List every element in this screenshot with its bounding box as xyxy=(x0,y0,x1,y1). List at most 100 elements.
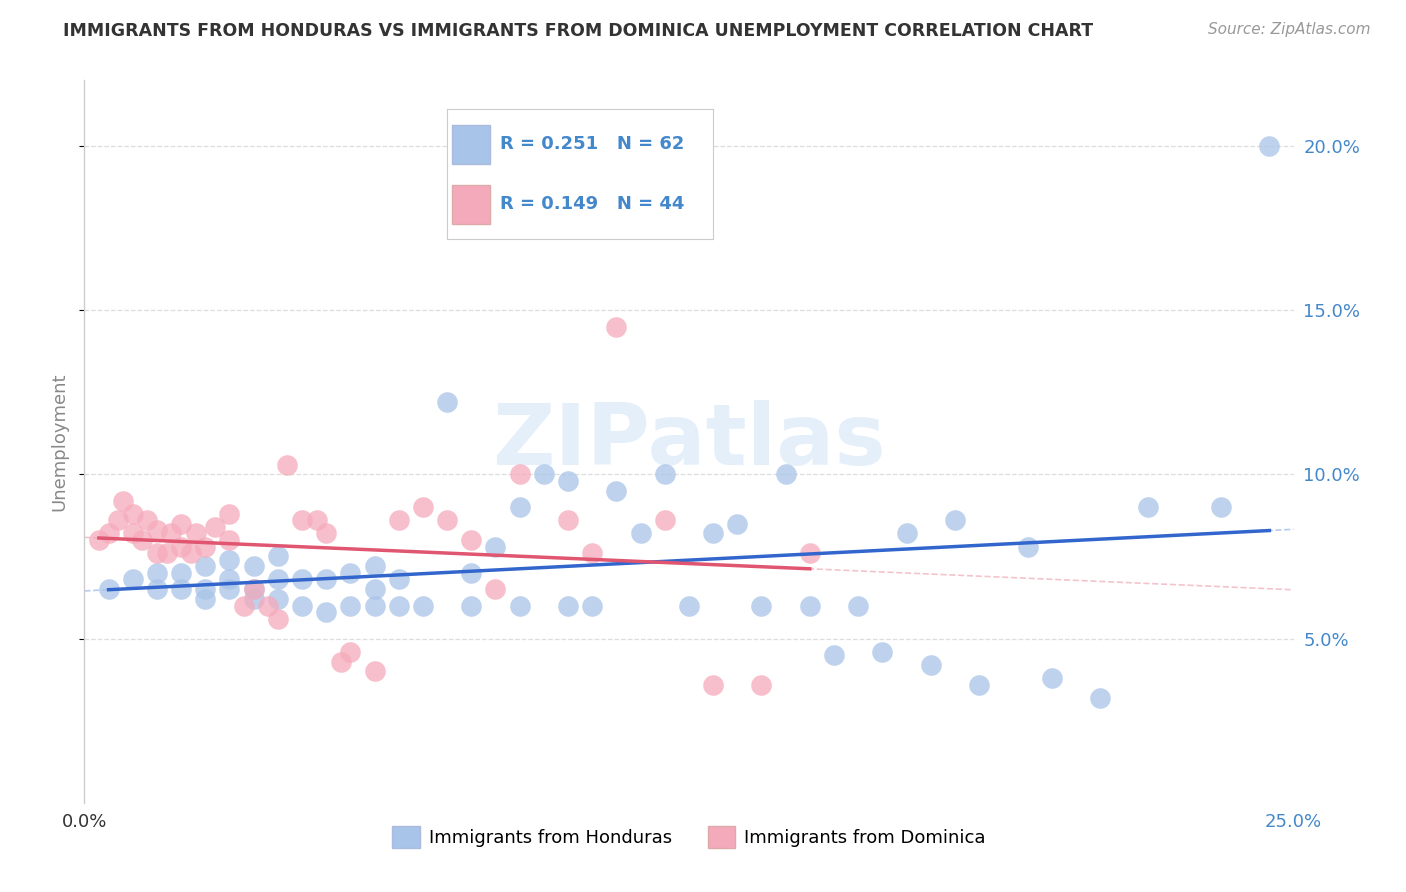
Point xyxy=(121,573,143,587)
Point xyxy=(823,648,845,662)
Point xyxy=(1040,671,1063,685)
Point xyxy=(242,582,264,597)
Point xyxy=(533,467,555,482)
Point xyxy=(630,526,652,541)
Point xyxy=(1137,500,1160,515)
Point xyxy=(702,526,724,541)
Point xyxy=(291,513,314,527)
Text: Source: ZipAtlas.com: Source: ZipAtlas.com xyxy=(1208,22,1371,37)
Point xyxy=(276,458,298,472)
Point xyxy=(436,395,458,409)
Point xyxy=(363,582,385,597)
Point xyxy=(146,523,169,537)
Point xyxy=(257,599,280,613)
Point xyxy=(184,526,207,541)
Point xyxy=(484,540,506,554)
Point xyxy=(267,549,290,564)
Point xyxy=(315,526,337,541)
Text: IMMIGRANTS FROM HONDURAS VS IMMIGRANTS FROM DOMINICA UNEMPLOYMENT CORRELATION CH: IMMIGRANTS FROM HONDURAS VS IMMIGRANTS F… xyxy=(63,22,1094,40)
Point xyxy=(329,655,352,669)
Point xyxy=(218,507,240,521)
Point xyxy=(460,533,482,547)
Point xyxy=(146,582,169,597)
Point xyxy=(170,540,193,554)
Point xyxy=(267,612,290,626)
Point xyxy=(291,573,314,587)
Point xyxy=(1017,540,1039,554)
Point xyxy=(1258,139,1281,153)
Point xyxy=(194,582,217,597)
Point xyxy=(242,582,264,597)
Point xyxy=(846,599,869,613)
Point xyxy=(967,677,990,691)
Point xyxy=(363,665,385,679)
Point xyxy=(160,526,183,541)
Point xyxy=(204,520,226,534)
Point xyxy=(267,592,290,607)
Point xyxy=(557,474,579,488)
Y-axis label: Unemployment: Unemployment xyxy=(51,372,69,511)
Point xyxy=(436,513,458,527)
Point xyxy=(581,599,603,613)
Point xyxy=(896,526,918,541)
Point xyxy=(315,573,337,587)
Point xyxy=(654,467,676,482)
Point xyxy=(363,559,385,574)
Point xyxy=(751,599,773,613)
Text: ZIPatlas: ZIPatlas xyxy=(492,400,886,483)
Point xyxy=(605,319,627,334)
Point xyxy=(194,592,217,607)
Legend: Immigrants from Honduras, Immigrants from Dominica: Immigrants from Honduras, Immigrants fro… xyxy=(385,819,993,855)
Point xyxy=(170,582,193,597)
Point xyxy=(218,533,240,547)
Point xyxy=(509,500,531,515)
Point xyxy=(194,559,217,574)
Point xyxy=(218,573,240,587)
Point xyxy=(920,657,942,672)
Point xyxy=(799,599,821,613)
Point xyxy=(775,467,797,482)
Point xyxy=(388,599,411,613)
Point xyxy=(363,599,385,613)
Point xyxy=(484,582,506,597)
Point xyxy=(233,599,256,613)
Point xyxy=(339,645,361,659)
Point xyxy=(305,513,328,527)
Point xyxy=(678,599,700,613)
Point xyxy=(460,599,482,613)
Point xyxy=(605,483,627,498)
Point xyxy=(509,467,531,482)
Point xyxy=(97,582,120,597)
Point xyxy=(412,500,434,515)
Point xyxy=(725,516,748,531)
Point xyxy=(121,507,143,521)
Point xyxy=(170,516,193,531)
Point xyxy=(146,546,169,560)
Point xyxy=(267,573,290,587)
Point xyxy=(194,540,217,554)
Point xyxy=(509,599,531,613)
Point xyxy=(112,493,135,508)
Point xyxy=(388,573,411,587)
Point xyxy=(87,533,110,547)
Point xyxy=(218,582,240,597)
Point xyxy=(218,553,240,567)
Point xyxy=(751,677,773,691)
Point xyxy=(702,677,724,691)
Point xyxy=(170,566,193,580)
Point xyxy=(121,526,143,541)
Point xyxy=(97,526,120,541)
Point xyxy=(388,513,411,527)
Point xyxy=(107,513,129,527)
Point xyxy=(1088,690,1111,705)
Point xyxy=(1209,500,1232,515)
Point xyxy=(146,566,169,580)
Point xyxy=(242,559,264,574)
Point xyxy=(242,592,264,607)
Point xyxy=(339,566,361,580)
Point xyxy=(557,513,579,527)
Point xyxy=(180,546,202,560)
Point xyxy=(799,546,821,560)
Point xyxy=(136,513,159,527)
Point xyxy=(581,546,603,560)
